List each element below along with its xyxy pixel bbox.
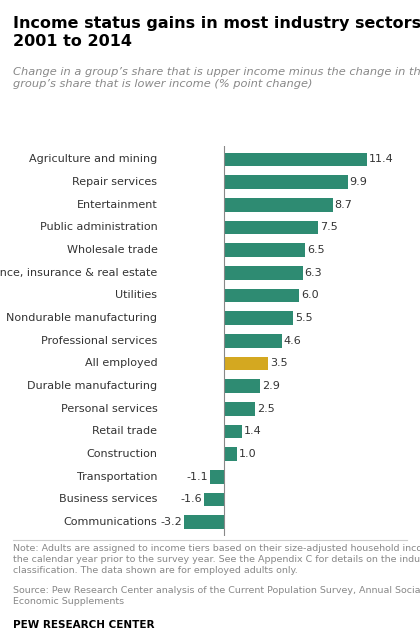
Bar — [224, 198, 333, 212]
Bar — [224, 425, 241, 438]
Text: Change in a group’s share that is upper income minus the change in the
group’s s: Change in a group’s share that is upper … — [13, 67, 420, 89]
Text: 4.6: 4.6 — [284, 336, 301, 346]
Text: Entertainment: Entertainment — [77, 200, 158, 210]
Text: Public administration: Public administration — [40, 223, 158, 233]
Bar — [224, 311, 293, 325]
Text: Nondurable manufacturing: Nondurable manufacturing — [6, 313, 158, 323]
Text: Wholesale trade: Wholesale trade — [67, 245, 158, 255]
Text: Transportation: Transportation — [77, 472, 158, 482]
Bar — [224, 288, 299, 302]
Text: -1.1: -1.1 — [187, 472, 209, 482]
Text: 11.4: 11.4 — [368, 155, 393, 164]
Bar — [224, 175, 348, 189]
Bar — [204, 493, 224, 507]
Text: Utilities: Utilities — [116, 290, 158, 301]
Text: Agriculture and mining: Agriculture and mining — [29, 155, 158, 164]
Text: Source: Pew Research Center analysis of the Current Population Survey, Annual So: Source: Pew Research Center analysis of … — [13, 586, 420, 606]
Text: Retail trade: Retail trade — [92, 427, 158, 436]
Text: Durable manufacturing: Durable manufacturing — [27, 381, 158, 391]
Bar — [224, 402, 255, 415]
Text: Finance, insurance & real estate: Finance, insurance & real estate — [0, 268, 158, 278]
Text: Business services: Business services — [59, 495, 158, 505]
Bar — [210, 470, 224, 484]
Text: -3.2: -3.2 — [160, 517, 182, 527]
Text: Construction: Construction — [87, 449, 158, 459]
Bar — [224, 448, 236, 461]
Text: Repair services: Repair services — [73, 177, 158, 187]
Text: Note: Adults are assigned to income tiers based on their size-adjusted household: Note: Adults are assigned to income tier… — [13, 544, 420, 575]
Bar — [224, 221, 318, 234]
Text: 6.3: 6.3 — [304, 268, 322, 278]
Text: Personal services: Personal services — [61, 404, 158, 414]
Text: -1.6: -1.6 — [181, 495, 202, 505]
Text: 7.5: 7.5 — [320, 223, 337, 233]
Text: 1.0: 1.0 — [239, 449, 256, 459]
Bar — [224, 357, 268, 370]
Bar — [184, 515, 224, 529]
Text: Income status gains in most industry sectors from
2001 to 2014: Income status gains in most industry sec… — [13, 16, 420, 49]
Bar — [224, 266, 303, 280]
Text: Professional services: Professional services — [41, 336, 158, 346]
Text: 6.0: 6.0 — [301, 290, 319, 301]
Text: 8.7: 8.7 — [335, 200, 352, 210]
Text: 1.4: 1.4 — [244, 427, 261, 436]
Bar — [224, 243, 305, 257]
Bar — [224, 379, 260, 393]
Bar — [224, 334, 281, 347]
Text: 9.9: 9.9 — [350, 177, 368, 187]
Text: 6.5: 6.5 — [307, 245, 325, 255]
Text: 2.5: 2.5 — [257, 404, 275, 414]
Text: PEW RESEARCH CENTER: PEW RESEARCH CENTER — [13, 620, 154, 630]
Text: Communications: Communications — [64, 517, 158, 527]
Text: 5.5: 5.5 — [295, 313, 312, 323]
Bar — [224, 153, 367, 166]
Text: 3.5: 3.5 — [270, 358, 287, 368]
Text: All employed: All employed — [85, 358, 158, 368]
Text: 2.9: 2.9 — [262, 381, 280, 391]
